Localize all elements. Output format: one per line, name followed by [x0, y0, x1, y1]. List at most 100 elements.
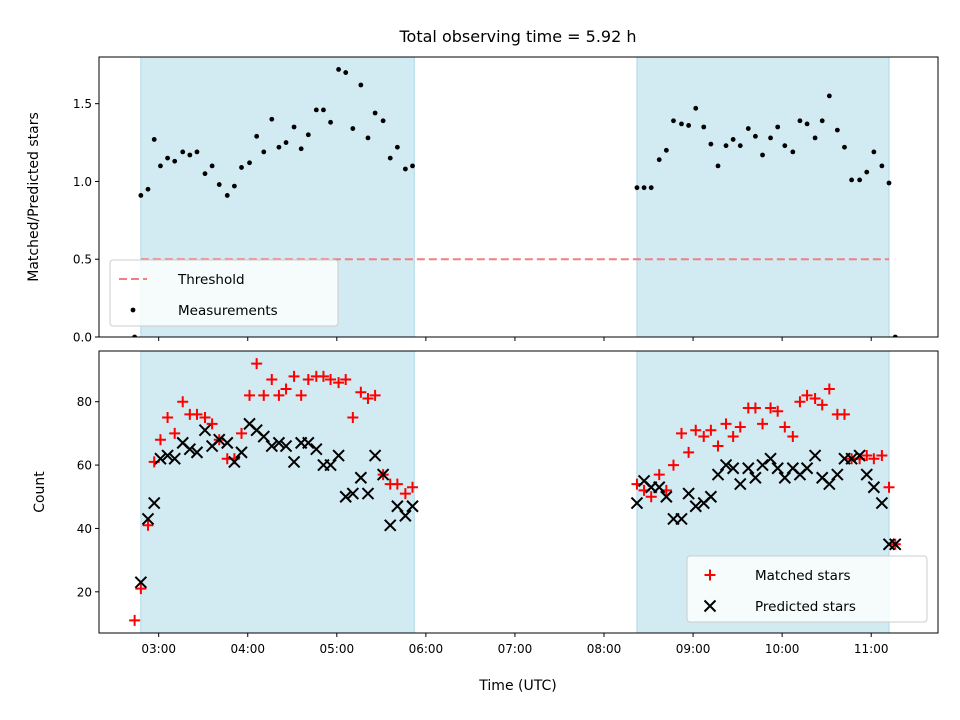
measurement-point	[775, 124, 781, 130]
matched-star-point	[868, 453, 880, 465]
matched-star-point	[712, 440, 724, 452]
measurement-point	[328, 119, 333, 125]
measurement-point	[358, 82, 364, 88]
measurement-point	[723, 143, 729, 149]
measurement-point	[145, 186, 151, 192]
predicted-star-point	[749, 471, 762, 484]
predicted-star-point	[265, 439, 278, 453]
matched-star-point	[794, 396, 806, 408]
measurement-point	[313, 107, 319, 113]
matched-star-point	[236, 427, 248, 439]
matched-star-point	[876, 450, 888, 462]
predicted-star-point	[368, 449, 382, 462]
legend-matched-swatch	[704, 569, 716, 581]
matched-star-point	[757, 418, 769, 430]
measurement-point	[737, 143, 743, 149]
measurement-point	[641, 185, 647, 191]
predicted-star-point	[302, 436, 315, 450]
measurement-point	[261, 149, 267, 155]
matched-star-point	[667, 459, 679, 471]
measurement-point	[804, 121, 810, 127]
predicted-star-point	[778, 471, 792, 484]
predicted-star-point	[141, 512, 155, 526]
predicted-star-point	[332, 449, 345, 462]
measurement-point	[276, 144, 282, 150]
measurement-point	[172, 158, 178, 164]
x-tick-label: 04:00	[230, 642, 265, 656]
legend-predicted-swatch	[703, 599, 717, 613]
predicted-star-point	[384, 519, 397, 532]
predicted-star-point	[734, 477, 747, 491]
predicted-star-point	[376, 468, 390, 481]
predicted-star-point	[867, 481, 881, 494]
x-tick-label: 08:00	[587, 642, 622, 656]
measurement-point	[797, 118, 803, 124]
matched-star-point	[705, 424, 717, 436]
legend: Matched stars Predicted stars	[686, 555, 928, 623]
measurement-point	[768, 135, 773, 141]
legend-label: Predicted stars	[755, 599, 856, 615]
y-tick-label: 0.0	[73, 331, 92, 345]
measurement-point	[350, 126, 356, 131]
predicted-star-point	[823, 477, 836, 491]
predicted-star-point	[287, 455, 301, 469]
matched-star-point	[199, 412, 211, 424]
matched-star-point	[816, 399, 828, 411]
measurement-point	[138, 193, 144, 198]
predicted-star-point	[346, 487, 360, 500]
matched-star-point	[191, 408, 203, 420]
matched-star-point	[698, 431, 710, 443]
measurement-point	[753, 133, 758, 139]
measurement-point	[819, 118, 825, 124]
measurement-point	[745, 126, 751, 131]
matched-star-point	[154, 434, 166, 446]
predicted-star-point	[630, 496, 644, 510]
measurement-point	[402, 166, 408, 172]
matched-star-point	[340, 374, 352, 386]
matched-star-point	[355, 386, 367, 398]
data-points	[132, 67, 898, 337]
y-tick-label: 80	[77, 395, 92, 409]
measurement-point	[365, 135, 371, 141]
x-tick-label: 06:00	[409, 642, 444, 656]
matched-star-point	[861, 450, 873, 462]
predicted-star-point	[660, 490, 673, 503]
predicted-star-point	[711, 468, 725, 481]
predicted-star-point	[860, 468, 873, 481]
measurement-point	[239, 165, 244, 170]
measurement-point	[380, 118, 386, 124]
matched-star-point	[645, 491, 657, 503]
measurement-point	[151, 137, 157, 142]
matched-star-point	[772, 405, 784, 417]
measurement-point	[834, 127, 840, 133]
measurement-point	[715, 163, 721, 169]
predicted-star-point	[279, 439, 293, 453]
measurement-point	[387, 155, 393, 161]
measurement-point	[849, 177, 855, 183]
matched-star-point	[883, 481, 895, 493]
predicted-star-point	[235, 446, 248, 459]
matched-star-point	[838, 408, 850, 420]
predicted-star-point	[339, 490, 352, 503]
predicted-star-point	[719, 458, 733, 472]
matched-star-point	[302, 374, 314, 386]
measurement-point	[648, 185, 654, 191]
legend-label: Threshold	[177, 272, 245, 288]
legend-box	[686, 555, 928, 623]
y-tick-label: 1.0	[73, 175, 92, 189]
predicted-star-point	[399, 509, 412, 522]
measurement-point	[180, 149, 186, 155]
measurement-point	[730, 137, 736, 142]
matched-star-point	[720, 418, 732, 430]
measurement-point	[216, 182, 222, 187]
predicted-star-point	[889, 538, 902, 551]
legend-measurement-swatch	[130, 307, 136, 313]
predicted-star-point	[310, 443, 323, 456]
predicted-star-point	[689, 500, 702, 513]
x-tick-label: 05:00	[320, 642, 355, 656]
measurement-point	[871, 149, 877, 155]
measurement-point	[165, 155, 170, 161]
predicted-star-point	[354, 471, 368, 484]
measurement-point	[247, 160, 252, 166]
